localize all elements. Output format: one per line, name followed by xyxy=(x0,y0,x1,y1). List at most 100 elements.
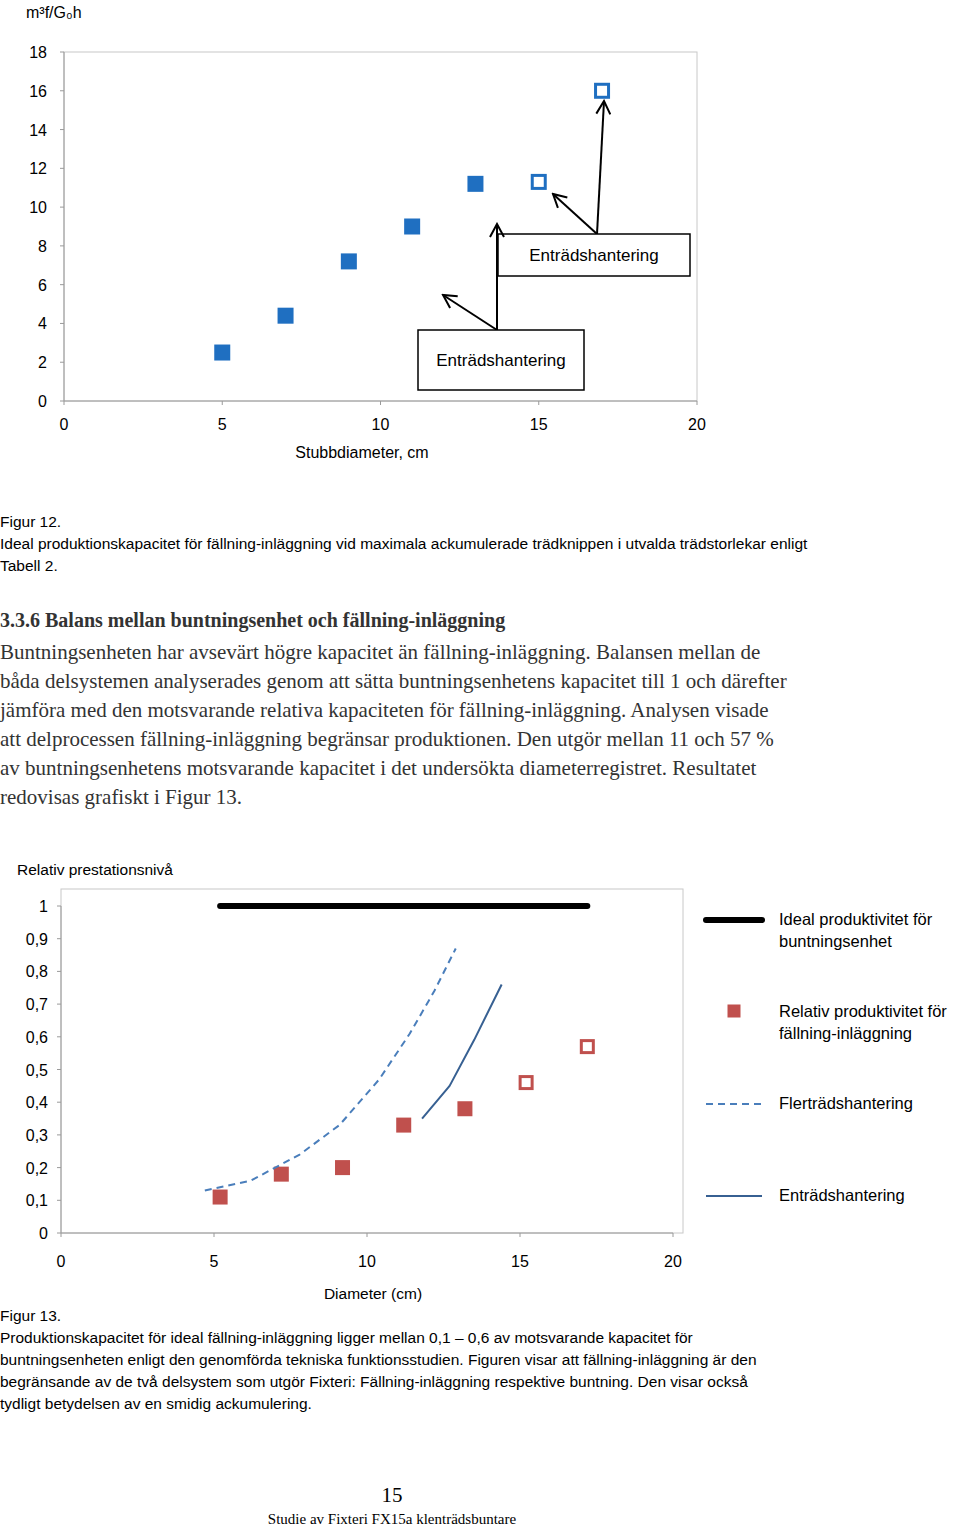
legend-label: Relativ produktivitet förfällning-inlägg… xyxy=(779,1002,947,1042)
point-marker xyxy=(581,1041,593,1053)
y-tick-label: 0,9 xyxy=(26,931,48,948)
y-tick xyxy=(57,906,61,907)
y-tick xyxy=(57,1134,61,1135)
x-tick-label: 20 xyxy=(664,1253,682,1270)
point-marker xyxy=(457,1101,472,1116)
x-tick-label: 20 xyxy=(688,416,706,433)
y-tick-label: 0,6 xyxy=(26,1029,48,1046)
x-tick-label: 0 xyxy=(57,1253,66,1270)
x-tick xyxy=(520,1233,521,1237)
y-tick xyxy=(60,284,64,285)
x-tick xyxy=(673,1233,674,1237)
point-marker xyxy=(214,345,230,361)
y-tick xyxy=(57,1069,61,1070)
legend-label-line: Ideal produktivitet för xyxy=(779,910,933,928)
x-tick-label: 10 xyxy=(372,416,390,433)
series-line xyxy=(220,903,587,909)
legend: Ideal produktivitet för buntningsenhet Rel… xyxy=(706,910,947,1204)
annotation-arrow xyxy=(597,101,604,234)
y-tick-label: 12 xyxy=(29,160,47,177)
annotation: Enträdshantering xyxy=(498,101,690,276)
legend-label: Enträdshantering xyxy=(779,1186,905,1204)
y-tick xyxy=(60,401,64,402)
x-tick xyxy=(367,1233,368,1237)
chart-title: Relativ prestationsnivå xyxy=(17,861,173,878)
y-tick-label: 0,7 xyxy=(26,996,48,1013)
y-tick xyxy=(57,938,61,939)
y-tick-label: 18 xyxy=(29,44,47,61)
data-layer xyxy=(205,906,594,1205)
y-tick-label: 0,5 xyxy=(26,1062,48,1079)
y-tick xyxy=(57,1200,61,1201)
y-tick-label: 0 xyxy=(38,393,47,410)
point-marker xyxy=(532,175,545,188)
figure-caption: Produktionskapacitet för ideal fällning-… xyxy=(0,1327,790,1415)
point-marker xyxy=(467,176,483,192)
y-tick-label: 0,4 xyxy=(26,1094,48,1111)
legend-label-line: Flerträdshantering xyxy=(779,1094,913,1112)
y-tick-label: 0,3 xyxy=(26,1127,48,1144)
paragraph: Buntningsenheten har avsevärt högre kapa… xyxy=(0,638,792,812)
legend-swatch xyxy=(706,1103,762,1105)
y-tick-label: 16 xyxy=(29,83,47,100)
x-tick-label: 5 xyxy=(218,416,227,433)
x-tick xyxy=(538,401,539,405)
x-tick xyxy=(214,1233,215,1237)
footer: Studie av Fixteri FX15a klenträdsbuntare xyxy=(0,1511,784,1528)
y-tick-label: 10 xyxy=(29,199,47,216)
point-marker xyxy=(278,308,294,324)
x-tick xyxy=(380,401,381,405)
annotation-text: Enträdshantering xyxy=(529,246,658,265)
point-marker xyxy=(274,1167,289,1182)
annotation-text: Enträdshantering xyxy=(436,351,565,370)
series xyxy=(422,984,502,1118)
figure-caption: Ideal produktionskapacitet för fällning-… xyxy=(0,533,812,577)
annotation-box xyxy=(418,330,584,390)
y-tick xyxy=(57,1004,61,1005)
plot-frame xyxy=(61,889,683,1233)
y-tick-label: 6 xyxy=(38,277,47,294)
annotation-arrow xyxy=(443,295,497,330)
y-tick-label: 8 xyxy=(38,238,47,255)
y-tick xyxy=(60,323,64,324)
x-tick-label: 15 xyxy=(530,416,548,433)
x-tick-label: 10 xyxy=(358,1253,376,1270)
data-layer xyxy=(214,84,608,360)
point-marker xyxy=(335,1160,350,1175)
series xyxy=(520,1041,593,1089)
legend-label-line: Enträdshantering xyxy=(779,1186,905,1204)
annotation-arrow xyxy=(553,194,597,234)
x-tick xyxy=(64,401,65,405)
y-tick xyxy=(60,207,64,208)
x-tick-label: 5 xyxy=(210,1253,219,1270)
chart: 00,10,20,30,40,50,60,70,80,9105101520Dia… xyxy=(17,861,947,1302)
y-tick-label: 0,1 xyxy=(26,1192,48,1209)
legend-label-line: buntningsenhet xyxy=(779,932,892,950)
figure-label: Figur 13. xyxy=(0,1305,61,1327)
figure-label: Figur 12. xyxy=(0,511,61,533)
y-tick xyxy=(60,245,64,246)
x-tick xyxy=(697,401,698,405)
series xyxy=(205,949,456,1191)
page-number: 15 xyxy=(0,1483,784,1508)
y-tick-label: 2 xyxy=(38,354,47,371)
legend-label: Ideal produktivitet för buntningsenhet xyxy=(779,910,933,950)
annotation-box xyxy=(498,234,690,276)
legend-label-line: Relativ produktivitet för xyxy=(779,1002,947,1020)
annotation: Enträdshantering xyxy=(418,224,584,390)
y-tick-label: 14 xyxy=(29,122,47,139)
y-tick xyxy=(60,362,64,363)
x-tick xyxy=(61,1233,62,1237)
legend-swatch xyxy=(706,1195,762,1197)
y-tick xyxy=(57,1036,61,1037)
y-axis-title: m³f/G₀h xyxy=(26,4,82,21)
point-marker xyxy=(396,1118,411,1133)
plot-frame xyxy=(64,52,697,401)
x-axis-title: Diameter (cm) xyxy=(324,1285,422,1302)
x-axis-title: Stubbdiameter, cm xyxy=(295,444,428,461)
series xyxy=(213,1101,473,1204)
point-marker xyxy=(213,1190,228,1205)
y-tick-label: 0,8 xyxy=(26,963,48,980)
section-heading: 3.3.6 Balans mellan buntningsenhet och f… xyxy=(0,609,505,632)
y-tick xyxy=(60,129,64,130)
